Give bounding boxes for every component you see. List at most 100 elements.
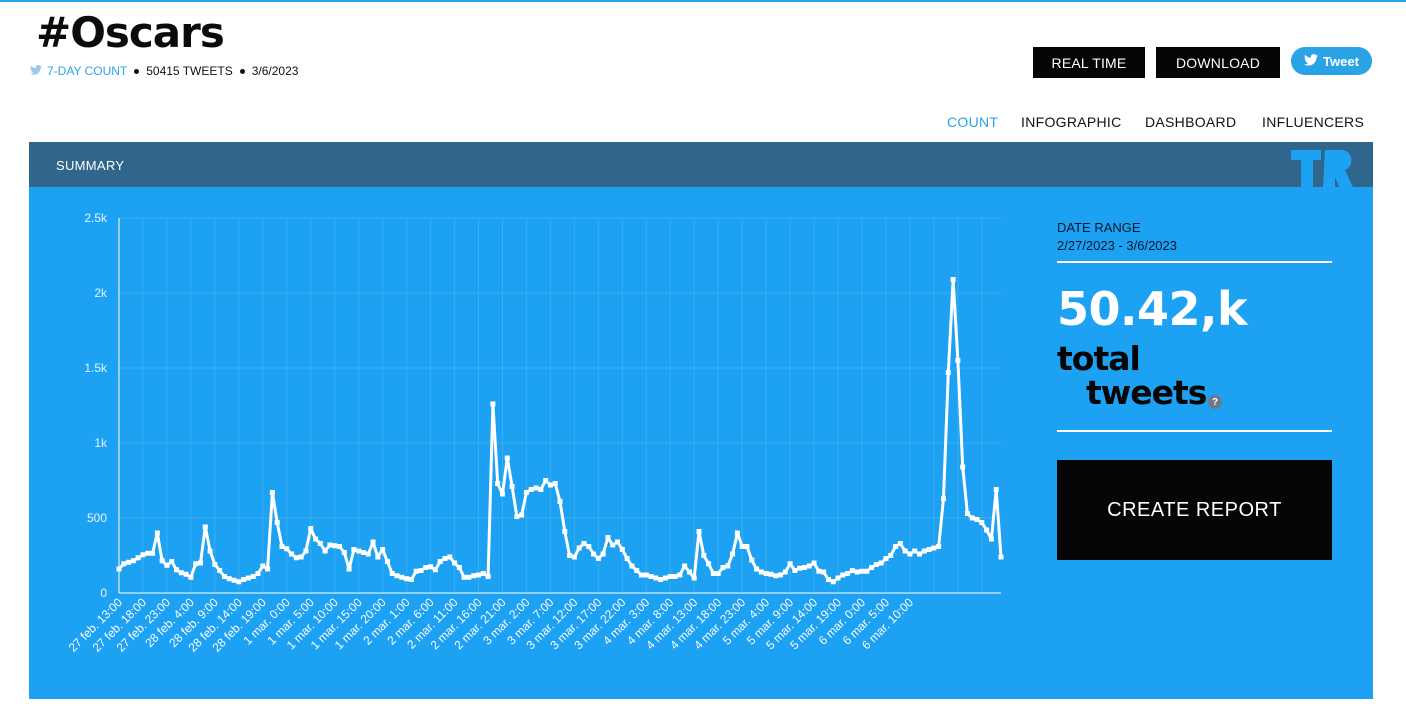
total-count: 50.42,k (1057, 282, 1248, 336)
question-icon[interactable]: ? (1208, 395, 1222, 409)
real-time-button[interactable]: REAL TIME (1033, 47, 1145, 78)
create-report-button[interactable]: CREATE REPORT (1057, 460, 1332, 560)
data-point (384, 559, 390, 564)
data-point (509, 484, 515, 489)
data-point (480, 571, 486, 576)
data-point (605, 535, 611, 540)
data-point (672, 574, 678, 579)
data-point (960, 464, 966, 470)
bird-icon (30, 64, 42, 78)
data-point (174, 567, 180, 573)
data-point (226, 576, 232, 582)
data-point (289, 551, 295, 557)
data-point (490, 401, 496, 407)
data-point (653, 575, 659, 581)
data-point (495, 481, 501, 486)
data-point (869, 565, 875, 570)
data-point (878, 560, 884, 566)
data-point (145, 550, 151, 556)
data-point (926, 547, 932, 552)
data-point (686, 569, 692, 575)
y-tick-label: 2.5k (84, 211, 108, 225)
count-meta: 7-DAY COUNT 50415 TWEETS 3/6/2023 (30, 64, 298, 78)
summary-panel: 0 500 1k 1.5k 2k 2.5k 27 feb. 13:00 27 feb. 18:… (29, 187, 1373, 699)
data-point (135, 555, 141, 561)
data-point (811, 560, 817, 566)
data-point (744, 544, 750, 549)
data-point (945, 370, 951, 375)
data-point (303, 548, 309, 554)
data-point (437, 559, 443, 564)
data-point (178, 570, 184, 576)
y-tick-label: 2k (94, 286, 108, 300)
data-point (873, 562, 879, 567)
tab-influencers[interactable]: INFLUENCERS (1262, 114, 1365, 130)
tweet-button[interactable]: Tweet (1291, 47, 1372, 75)
data-point (221, 574, 227, 579)
data-point (298, 554, 304, 560)
data-point (830, 579, 836, 585)
data-point (974, 517, 980, 522)
data-point (725, 563, 731, 569)
data-point (466, 574, 472, 580)
data-point (241, 577, 247, 582)
data-point (624, 556, 630, 561)
data-point (682, 563, 688, 569)
y-tick-label: 500 (87, 511, 107, 525)
date-range-value: 2/27/2023 - 3/6/2023 (1057, 238, 1177, 253)
series-line (117, 278, 1003, 584)
download-button[interactable]: DOWNLOAD (1156, 47, 1280, 78)
tab-count[interactable]: COUNT (947, 114, 999, 130)
tweet-count: 50415 TWEETS (146, 64, 233, 78)
tab-dashboard[interactable]: DASHBOARD (1145, 114, 1237, 130)
data-point (835, 575, 841, 581)
data-point (710, 571, 716, 576)
data-point (955, 358, 961, 363)
data-point (523, 490, 529, 495)
data-point (600, 551, 606, 557)
data-point (571, 554, 577, 560)
data-point (533, 485, 539, 491)
data-point (902, 548, 908, 554)
data-point (964, 511, 970, 516)
data-point (346, 566, 352, 572)
data-point (543, 478, 549, 483)
data-point (154, 530, 160, 536)
data-point (341, 550, 347, 555)
data-point (801, 565, 807, 570)
data-point (917, 551, 923, 557)
data-point (715, 571, 721, 576)
data-point (648, 574, 654, 579)
data-point (677, 572, 683, 578)
data-point (662, 575, 668, 581)
data-point (519, 512, 525, 518)
data-point (615, 539, 621, 545)
data-point (950, 277, 956, 282)
data-point (528, 487, 534, 492)
data-point (629, 563, 635, 569)
seven-day-count-link[interactable]: 7-DAY COUNT (47, 64, 128, 78)
data-point (768, 571, 774, 577)
data-point (581, 541, 587, 546)
data-point (792, 568, 798, 573)
data-point (758, 569, 764, 575)
data-point (816, 568, 822, 574)
data-point (778, 572, 783, 578)
data-point (739, 544, 745, 549)
data-point (356, 548, 362, 554)
data-point (821, 569, 827, 575)
data-point (164, 562, 170, 568)
data-point (193, 561, 199, 567)
data-point (749, 557, 755, 563)
data-point (610, 542, 616, 548)
data-point (586, 544, 592, 549)
data-point (260, 563, 266, 569)
total-label: total (1057, 339, 1141, 378)
tab-infographic[interactable]: INFOGRAPHIC (1021, 114, 1122, 130)
data-point (912, 548, 918, 554)
data-point (130, 558, 136, 564)
data-point (936, 544, 942, 549)
data-point (313, 536, 319, 542)
data-point (538, 487, 544, 492)
